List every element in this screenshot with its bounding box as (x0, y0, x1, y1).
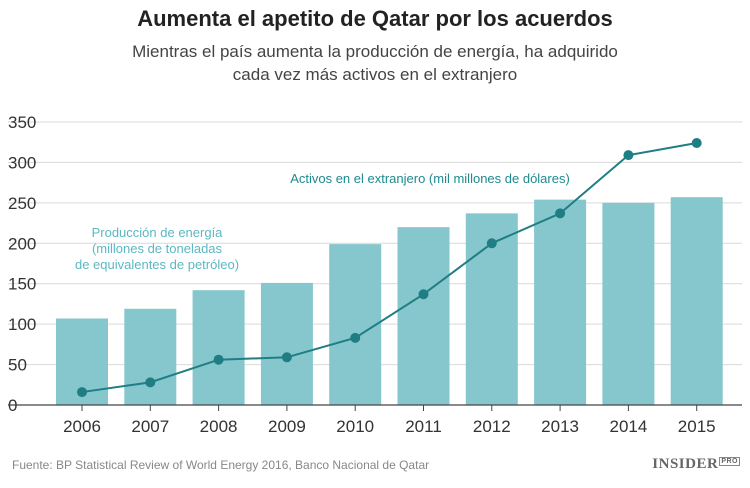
bar (124, 308, 177, 405)
bar (192, 290, 245, 405)
line-point (691, 138, 702, 149)
bar (534, 199, 587, 405)
x-tick-label: 2012 (473, 417, 511, 436)
bar (397, 227, 450, 405)
line-point (213, 354, 224, 365)
subtitle-line-1: Mientras el país aumenta la producción d… (132, 42, 618, 61)
line-point (281, 352, 292, 363)
line-point (77, 387, 87, 398)
y-tick-label: 350 (8, 113, 36, 132)
x-tick-label: 2007 (131, 417, 169, 436)
line-point (623, 150, 634, 161)
line-series (77, 138, 702, 398)
line-point (418, 289, 429, 300)
line-point (145, 377, 156, 388)
y-tick-label: 200 (8, 234, 36, 253)
y-tick-label: 150 (8, 275, 36, 294)
x-tick-label: 2013 (541, 417, 579, 436)
x-tick-label: 2008 (200, 417, 238, 436)
y-tick-label: 50 (8, 356, 27, 375)
brand-logo: INSIDER PRO (652, 456, 740, 473)
line-point (555, 208, 566, 219)
bar-series-label: Producción de energía (92, 225, 224, 240)
y-tick-label: 300 (8, 153, 36, 172)
series-labels: Producción de energía(millones de tonela… (75, 171, 570, 272)
bar (329, 244, 382, 405)
y-tick-label: 100 (8, 315, 36, 334)
line-series-label: Activos en el extranjero (mil millones d… (290, 171, 570, 186)
x-tick-label: 2009 (268, 417, 306, 436)
line-path (81, 142, 697, 394)
y-tick-label: 250 (8, 194, 36, 213)
x-tick-label: 2006 (63, 417, 101, 436)
logo-text: INSIDER (652, 456, 719, 472)
bar (260, 282, 313, 405)
chart-title: Aumenta el apetito de Qatar por los acue… (137, 6, 613, 31)
x-tick-label: 2011 (405, 417, 442, 436)
bar-series-label: de equivalentes de petróleo) (75, 257, 239, 272)
bar (670, 197, 723, 405)
source-note: Fuente: BP Statistical Review of World E… (12, 458, 430, 472)
subtitle-line-2: cada vez más activos en el extranjero (232, 65, 518, 84)
chart-subtitle: Mientras el país aumenta la producción d… (0, 40, 750, 86)
bar-series-label: (millones de toneladas (92, 241, 223, 256)
logo-pro-badge: PRO (719, 457, 740, 466)
line-point (350, 332, 361, 343)
x-tick-label: 2014 (609, 417, 647, 436)
x-tick-label: 2015 (678, 417, 716, 436)
bar (602, 202, 655, 405)
x-tick-label: 2010 (336, 417, 374, 436)
bar-series (56, 197, 723, 405)
line-point (486, 238, 497, 249)
